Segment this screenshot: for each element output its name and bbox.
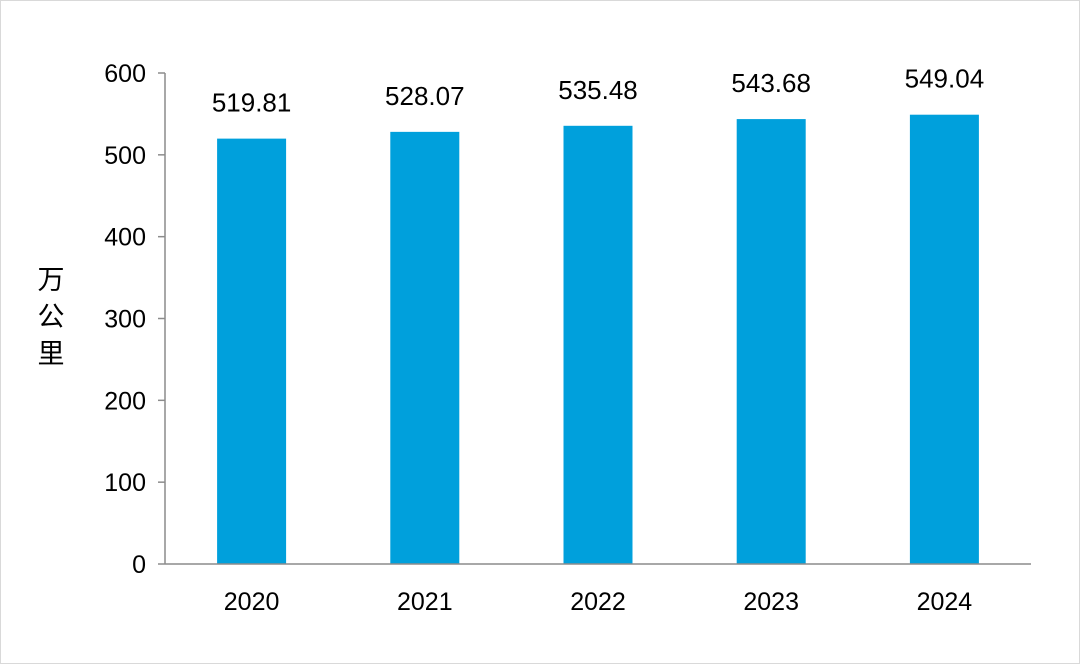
y-tick-label: 0	[132, 551, 146, 579]
x-axis-ticks: 2020 2021 2022 2023 2024	[224, 588, 973, 616]
y-tick-label: 100	[104, 469, 146, 497]
x-tick-label-2023: 2023	[743, 588, 799, 616]
data-label-2023: 543.68	[731, 68, 811, 98]
x-tick-label-2021: 2021	[397, 588, 453, 616]
bars	[217, 114, 979, 565]
bar-2023	[736, 119, 806, 564]
data-label-2020: 519.81	[212, 88, 292, 118]
bar-2024	[909, 114, 979, 564]
data-label-2024: 549.04	[905, 64, 985, 94]
bar-2020	[217, 138, 287, 565]
y-axis-title: 万公里	[38, 265, 65, 369]
y-tick-label: 200	[104, 387, 146, 415]
y-axis-ticks: 0 100 200 300 400 500 600	[104, 60, 165, 579]
x-tick-label-2020: 2020	[224, 588, 280, 616]
y-axis-title-char: 里	[38, 339, 65, 369]
y-axis-title-char: 万	[38, 265, 65, 295]
bar-2021	[390, 131, 460, 564]
data-labels: 519.81 528.07 535.48 543.68 549.04	[212, 64, 984, 118]
y-tick-label: 400	[104, 224, 146, 252]
y-tick-label: 500	[104, 142, 146, 170]
data-label-2021: 528.07	[385, 81, 465, 111]
y-axis-title-char: 公	[38, 302, 65, 332]
y-tick-label: 600	[104, 60, 146, 88]
x-tick-label-2022: 2022	[570, 588, 626, 616]
bar-2022	[563, 125, 633, 565]
x-tick-label-2024: 2024	[917, 588, 973, 616]
data-label-2022: 535.48	[558, 75, 638, 105]
y-tick-label: 300	[104, 306, 146, 334]
